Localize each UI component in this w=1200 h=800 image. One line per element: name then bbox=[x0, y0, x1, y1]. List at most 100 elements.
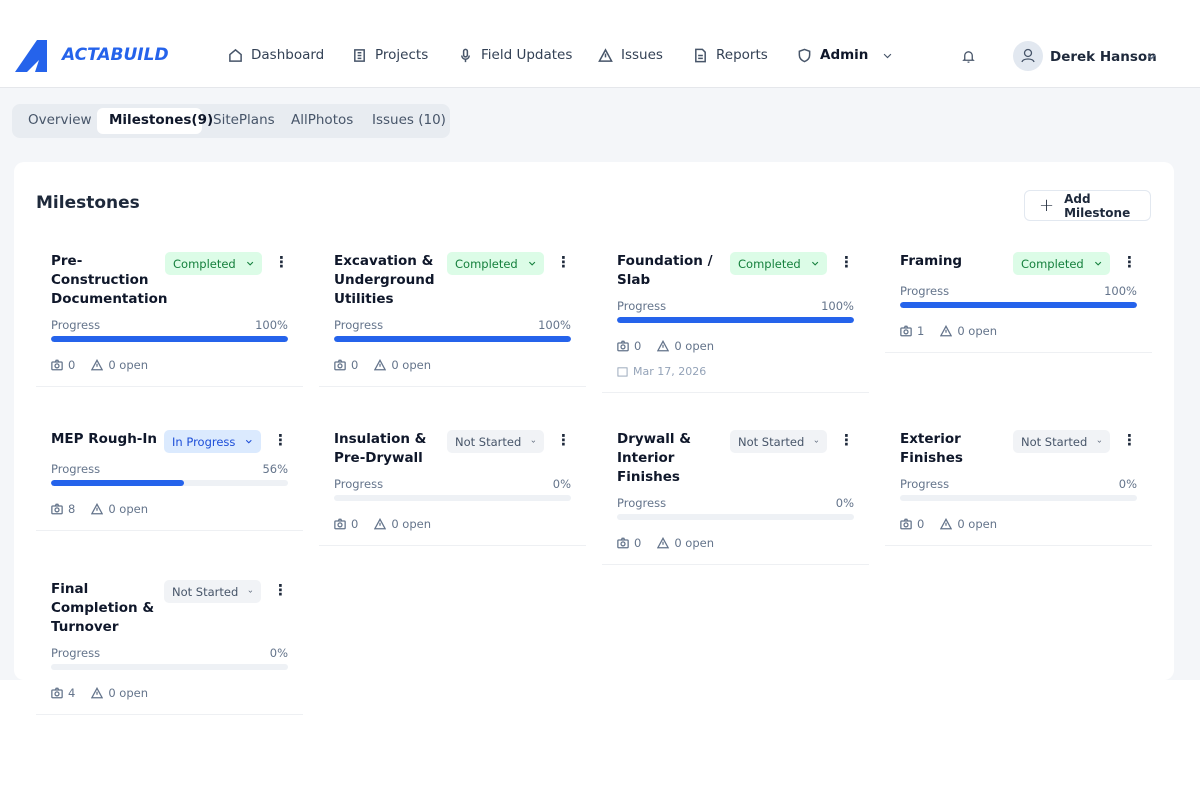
warning-icon bbox=[657, 537, 670, 549]
nav-item[interactable]: Field Updates bbox=[458, 47, 572, 63]
status-dropdown[interactable]: Not Started bbox=[447, 430, 544, 453]
bell-icon[interactable] bbox=[961, 49, 976, 64]
progress-track bbox=[334, 495, 571, 501]
meta-row: 8 0 open bbox=[51, 502, 288, 516]
progress-track bbox=[51, 480, 288, 486]
tab[interactable]: SitePlans bbox=[213, 112, 275, 128]
photos: 0 bbox=[334, 517, 358, 531]
issues: 0 open bbox=[657, 339, 714, 353]
date-text: Mar 17, 2026 bbox=[633, 365, 707, 378]
calendar-icon bbox=[617, 367, 628, 377]
status-label: Completed bbox=[173, 256, 236, 271]
progress-track bbox=[51, 336, 288, 342]
warning-icon bbox=[91, 359, 104, 371]
photo-count: 0 bbox=[351, 358, 359, 372]
more-menu[interactable]: ⋮ bbox=[273, 581, 288, 599]
brand: ACTABUILD bbox=[62, 45, 169, 65]
card-header: Insulation & Pre-Drywall Not Started ⋮ bbox=[334, 430, 571, 468]
header: ACTABUILD Derek Hanson Dashboard Projects… bbox=[0, 25, 1200, 88]
nav-item[interactable]: Reports bbox=[693, 47, 768, 63]
progress-percent: 100% bbox=[821, 299, 854, 313]
panel: Milestones + Add Milestone Pre-Constructi… bbox=[14, 162, 1174, 715]
status-dropdown[interactable]: Not Started bbox=[730, 430, 827, 453]
status-label: Completed bbox=[1021, 256, 1084, 271]
camera-icon bbox=[617, 340, 629, 352]
more-menu[interactable]: ⋮ bbox=[839, 253, 854, 271]
camera-icon bbox=[334, 359, 346, 371]
status-dropdown[interactable]: In Progress bbox=[164, 430, 261, 453]
camera-icon bbox=[617, 537, 629, 549]
tab[interactable]: Overview bbox=[28, 112, 92, 128]
tab[interactable]: Issues (10) bbox=[372, 112, 446, 128]
status-dropdown[interactable]: Completed bbox=[447, 252, 544, 275]
status-dropdown[interactable]: Completed bbox=[730, 252, 827, 275]
status-label: Not Started bbox=[172, 584, 239, 599]
status-dropdown[interactable]: Not Started bbox=[164, 580, 261, 603]
more-menu[interactable]: ⋮ bbox=[1122, 431, 1137, 449]
status-dropdown[interactable]: Not Started bbox=[1013, 430, 1110, 453]
tab[interactable]: AllPhotos bbox=[291, 112, 354, 128]
plus-icon: + bbox=[1039, 195, 1055, 216]
milestone-card: Pre-Construction Documentation Completed ⋮… bbox=[36, 240, 303, 387]
more-menu[interactable]: ⋮ bbox=[556, 253, 571, 271]
progress-text: Progress bbox=[617, 496, 667, 510]
nav-item[interactable]: Admin bbox=[797, 47, 893, 63]
progress-text: Progress bbox=[51, 462, 101, 476]
more-menu[interactable]: ⋮ bbox=[274, 253, 289, 271]
nav-icon bbox=[461, 48, 470, 62]
more-menu[interactable]: ⋮ bbox=[556, 431, 571, 449]
chevron bbox=[811, 261, 819, 266]
camera-icon bbox=[334, 518, 346, 530]
nav-label: Admin bbox=[820, 47, 869, 63]
nav-item[interactable]: Projects bbox=[352, 47, 428, 63]
camera-icon bbox=[51, 359, 63, 371]
warning-icon bbox=[91, 503, 104, 515]
progress-row: Progress 100% bbox=[900, 284, 1137, 298]
milestone-card: Final Completion & Turnover Not Started ⋮ P… bbox=[36, 568, 303, 715]
progress-percent: 0% bbox=[552, 477, 571, 491]
meta-row: 0 0 open bbox=[900, 517, 1137, 531]
warning-icon bbox=[940, 518, 953, 530]
progress-text: Progress bbox=[334, 477, 384, 491]
issues: 0 open bbox=[91, 686, 148, 700]
issue-count: 0 open bbox=[391, 517, 431, 531]
nav-label: Reports bbox=[716, 47, 768, 63]
more-menu[interactable]: ⋮ bbox=[1122, 253, 1137, 271]
status-dropdown[interactable]: Completed bbox=[1013, 252, 1110, 275]
nav-label: Field Updates bbox=[481, 47, 573, 63]
tab[interactable]: Milestones(9) bbox=[109, 112, 214, 128]
milestone-title: Insulation & Pre-Drywall bbox=[334, 431, 427, 466]
milestone-card: Foundation / Slab Completed ⋮ Progress 100% 0… bbox=[602, 240, 869, 393]
progress-text: Progress bbox=[617, 299, 667, 313]
progress-row: Progress 56% bbox=[51, 462, 288, 476]
progress-fill bbox=[51, 336, 288, 342]
photo-count: 0 bbox=[634, 536, 642, 550]
avatar[interactable] bbox=[1013, 41, 1043, 71]
add-milestone-button[interactable]: + Add Milestone bbox=[1024, 190, 1151, 221]
photo-count: 0 bbox=[917, 517, 925, 531]
progress-percent: 100% bbox=[255, 318, 288, 332]
issue-count: 0 open bbox=[108, 502, 148, 516]
camera-icon bbox=[900, 518, 912, 530]
more-menu[interactable]: ⋮ bbox=[839, 431, 854, 449]
milestone-card: MEP Rough-In In Progress ⋮ Progress 56% 8 0 op… bbox=[36, 418, 303, 531]
photos: 0 bbox=[334, 358, 358, 372]
milestone-card: Drywall & Interior Finishes Not Started ⋮ P… bbox=[602, 418, 869, 565]
meta-row: 1 0 open bbox=[900, 324, 1137, 338]
warning-icon bbox=[657, 340, 670, 352]
nav-item[interactable]: Dashboard bbox=[228, 47, 324, 63]
user-name[interactable]: Derek Hanson bbox=[1050, 49, 1157, 65]
photo-count: 8 bbox=[68, 502, 76, 516]
progress-percent: 56% bbox=[262, 462, 288, 476]
warning-icon bbox=[91, 687, 104, 699]
photos: 1 bbox=[900, 324, 924, 338]
milestone-title: Foundation / Slab bbox=[617, 253, 713, 288]
issue-count: 0 open bbox=[108, 686, 148, 700]
progress-fill bbox=[334, 336, 571, 342]
more-menu[interactable]: ⋮ bbox=[273, 431, 288, 449]
progress-text: Progress bbox=[900, 284, 950, 298]
active-tab-bg bbox=[97, 108, 202, 134]
status-dropdown[interactable]: Completed bbox=[165, 252, 262, 275]
nav-item[interactable]: Issues bbox=[598, 47, 663, 63]
progress-track bbox=[617, 514, 854, 520]
